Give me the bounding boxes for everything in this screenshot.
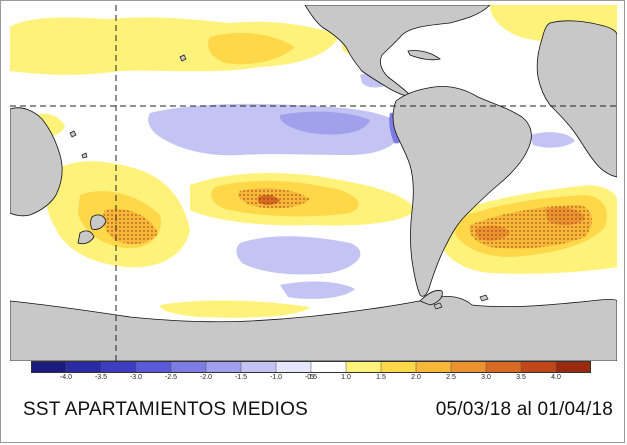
color-scale-tick-label: 1.0 xyxy=(341,374,351,381)
color-swatch xyxy=(170,360,207,374)
color-swatch xyxy=(135,360,172,374)
island-pacific-1 xyxy=(69,130,77,138)
color-swatch xyxy=(345,360,382,374)
cool-anomaly-equatorial-pacific-core xyxy=(279,111,370,135)
color-scale-tick-label: -2.5 xyxy=(164,374,178,381)
color-scale-tick-label: -1.5 xyxy=(234,374,248,381)
island-falklands xyxy=(433,302,443,310)
cool-anomaly-south-atlantic-north xyxy=(530,132,575,148)
land xyxy=(10,5,617,361)
cool-anomalies xyxy=(148,66,588,299)
cool-anomaly-south-pacific xyxy=(236,236,361,275)
color-swatch xyxy=(240,360,277,374)
color-scale-tick-label: 2.5 xyxy=(446,374,456,381)
warm-anomaly-southern-ocean xyxy=(160,300,310,318)
color-swatch xyxy=(310,360,347,374)
color-swatch xyxy=(555,360,592,374)
sst-anomaly-map xyxy=(10,5,617,361)
color-swatch xyxy=(205,360,242,374)
land-africa xyxy=(536,20,617,178)
land-new-zealand-south xyxy=(77,230,95,245)
cool-anomaly-south-pacific-2 xyxy=(280,281,355,299)
land-antarctic-peninsula xyxy=(419,290,443,306)
color-swatch xyxy=(380,360,417,374)
cool-anomaly-equatorial-pacific xyxy=(148,103,405,156)
color-scale-tick-label: -3.0 xyxy=(129,374,143,381)
color-scale-tick-label: 3.0 xyxy=(481,374,491,381)
color-scale-tick-label: -2.0 xyxy=(199,374,213,381)
stipple-nz xyxy=(103,208,158,245)
color-scale-ticks: -4.0 -3.5 -3.0 -2.5 -2.0 -1.5 -1.0 -0.5.5 1.0 1.5… xyxy=(31,374,591,386)
color-scale-tick-label: -3.5 xyxy=(94,374,108,381)
color-scale-tick-label: 2.0 xyxy=(411,374,421,381)
land-antarctica xyxy=(10,296,617,361)
stipple-central-pacific xyxy=(238,188,310,209)
color-scale-tick-label: -1.0 xyxy=(269,374,283,381)
color-scale-outline xyxy=(31,361,591,373)
warm-anomaly-north-pacific-core xyxy=(208,32,295,65)
color-scale-bar xyxy=(30,360,592,374)
color-scale-tick-label: 3.5 xyxy=(516,374,526,381)
stipple-south-atlantic xyxy=(469,205,592,249)
reference-lines xyxy=(10,5,617,361)
color-swatch xyxy=(30,360,67,374)
color-swatch xyxy=(485,360,522,374)
land-caribbean-islands xyxy=(407,50,441,61)
color-swatch xyxy=(275,360,312,374)
land-south-america xyxy=(392,86,532,297)
caption-title: SST APARTAMIENTOS MEDIOS xyxy=(23,399,308,420)
land-australia xyxy=(10,107,63,217)
color-scale-tick-label: -4.0 xyxy=(59,374,73,381)
islands xyxy=(69,54,489,310)
caption-period: 05/03/18 al 01/04/18 xyxy=(435,399,613,420)
color-swatch xyxy=(415,360,452,374)
significance-stipple xyxy=(103,188,592,249)
island-south-georgia xyxy=(479,294,489,302)
island-pacific-2 xyxy=(81,152,88,159)
color-swatch xyxy=(65,360,102,374)
color-scale-tick-label: .5 xyxy=(308,374,314,381)
color-scale-tick-label: 1.5 xyxy=(376,374,386,381)
color-swatch xyxy=(450,360,487,374)
color-scale-svg xyxy=(30,360,592,374)
color-swatch xyxy=(100,360,137,374)
land-new-zealand xyxy=(90,214,107,230)
map-caption: SST APARTAMIENTOS MEDIOS 05/03/18 al 01/… xyxy=(23,399,613,429)
color-scale-tick-label: 4.0 xyxy=(551,374,561,381)
color-swatch xyxy=(520,360,557,374)
color-scale-tick-label: -0.5 xyxy=(304,374,318,381)
island-hawaii xyxy=(179,54,187,62)
